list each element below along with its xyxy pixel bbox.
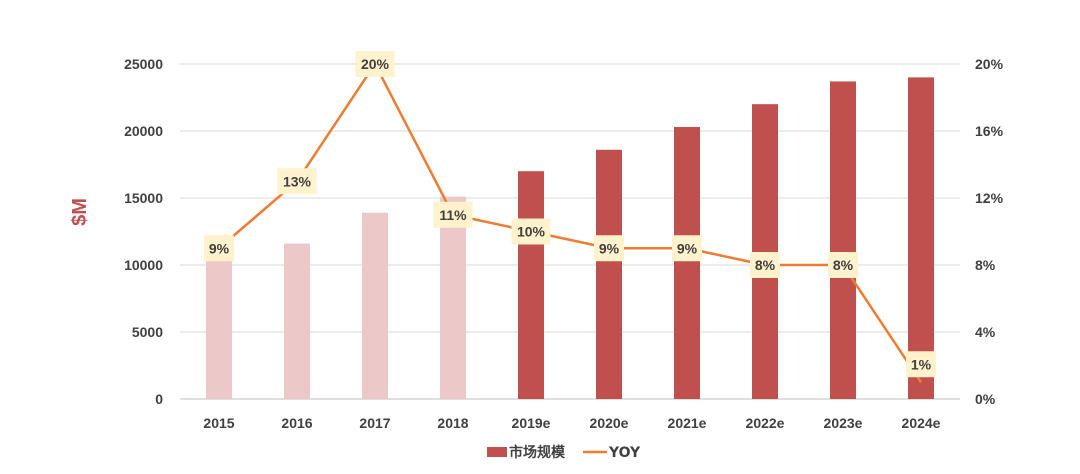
bar [284,243,310,399]
y2-tick-label: 8% [975,257,996,273]
yoy-label-box [277,168,317,195]
bar [518,171,544,399]
bar [206,260,232,399]
yoy-label: 10% [511,218,551,245]
yoy-label-text: 8% [755,257,776,273]
x-tick-label: 2015 [203,415,234,431]
yoy-label-text: 11% [439,207,467,223]
yoy-label: 9% [672,235,702,262]
x-tick-label: 2023e [824,415,863,431]
x-tick-label: 2018 [437,415,468,431]
y-axis-label: $M [69,198,91,226]
yoy-label-text: 9% [209,240,230,256]
bar [830,81,856,400]
yoy-label-box [750,252,780,278]
y2-tick-label: 20% [975,56,1004,72]
bar [362,212,388,399]
yoy-line [218,62,923,383]
yoy-label-text: 9% [677,240,698,256]
y2-tick-label: 4% [975,324,996,340]
y2-tick-label: 16% [975,123,1004,139]
x-tick-label: 2016 [281,415,312,431]
yoy-label: 11% [433,201,473,228]
x-tick-label: 2020e [590,415,629,431]
x-axis-ticks: 2015 2016 2017 2018 2019e 2020e 2021e 2022e 2023… [203,415,940,431]
yoy-data-labels: 9% 13% 20% 11% 10% 9% 9% 8% 8% 1% [204,51,936,378]
yoy-label-box [594,235,624,262]
x-tick-label: 2017 [359,415,390,431]
yoy-line-series [218,62,923,383]
bar-series [206,77,934,400]
y-tick-label: 0 [155,391,163,407]
y2-axis-ticks: 0% 4% 8% 12% 16% 20% [975,56,1004,407]
legend-bar-label: 市场规模 [509,444,566,461]
yoy-label-text: 8% [833,257,854,273]
x-tick-label: 2019e [512,415,551,431]
yoy-label-text: 9% [599,240,620,256]
y2-tick-label: 0% [975,391,996,407]
x-tick-label: 2021e [668,415,707,431]
bar [752,104,778,399]
yoy-label-box [828,252,858,278]
y-tick-label: 25000 [124,56,163,72]
x-tick-label: 2024e [902,415,941,431]
yoy-label-box [433,201,473,228]
x-tick-label: 2022e [746,415,785,431]
yoy-label-box [906,351,936,378]
yoy-label: 8% [750,252,780,278]
yoy-label: 9% [594,235,624,262]
yoy-label: 13% [277,168,317,195]
yoy-label: 8% [828,252,858,278]
yoy-label-box [511,218,551,245]
y-tick-label: 15000 [124,190,163,206]
yoy-label-box [355,51,395,77]
legend-bar-swatch [487,447,507,457]
yoy-label: 1% [906,351,936,378]
bar [596,149,622,399]
y-axis-ticks: 0 5000 10000 15000 20000 25000 [124,56,163,407]
y-tick-label: 10000 [124,257,163,273]
yoy-label-text: 10% [517,224,546,240]
y2-tick-label: 12% [975,190,1004,206]
bar [440,196,466,399]
yoy-label-box [672,235,702,262]
yoy-label-text: 13% [283,173,312,189]
yoy-label-text: 20% [361,56,390,72]
yoy-label: 9% [204,235,234,262]
legend: 市场规模 YOY [487,444,641,461]
bar [908,77,934,400]
y-tick-label: 20000 [124,123,163,139]
yoy-label-box [204,235,234,262]
yoy-label: 20% [355,51,395,77]
bar [674,126,700,399]
y-tick-label: 5000 [132,324,163,340]
yoy-label-text: 1% [911,356,932,372]
legend-line-label: YOY [608,445,641,461]
